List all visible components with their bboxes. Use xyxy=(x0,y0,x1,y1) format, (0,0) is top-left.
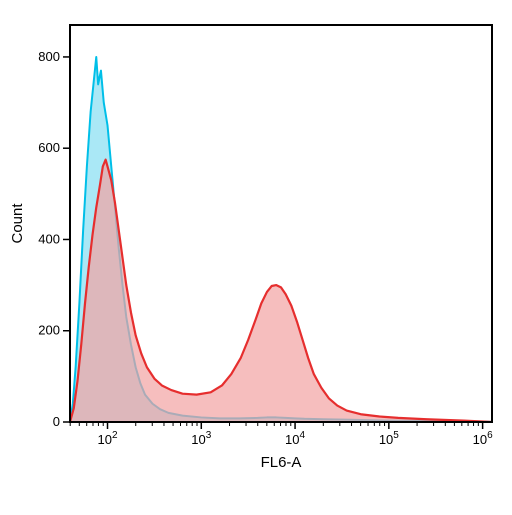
x-axis-label: FL6-A xyxy=(261,454,302,471)
y-tick-label: 0 xyxy=(53,414,60,429)
chart-svg: 1021031041051060200400600800FL6-ACount xyxy=(0,0,512,515)
y-tick-label: 800 xyxy=(38,49,60,64)
y-tick-label: 200 xyxy=(38,323,60,338)
flow-cytometry-histogram: 1021031041051060200400600800FL6-ACount xyxy=(0,0,512,515)
y-tick-label: 600 xyxy=(38,140,60,155)
y-axis-label: Count xyxy=(9,203,26,244)
y-tick-label: 400 xyxy=(38,231,60,246)
